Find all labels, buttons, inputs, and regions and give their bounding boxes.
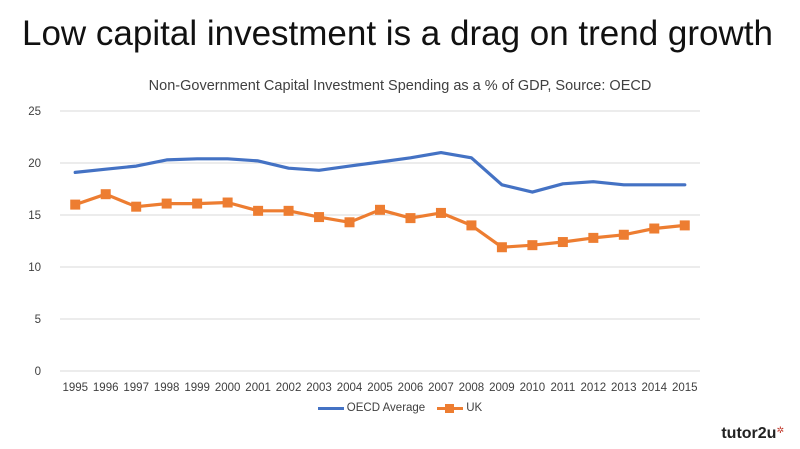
y-tick-label-5: 5 <box>35 314 41 326</box>
data-point-uk-2015 <box>679 220 690 231</box>
line-chart: 0 5 10 15 20 25 1995 1996 1997 1998 1999 2000 2001 20… <box>28 106 700 394</box>
data-point-uk-2001 <box>253 205 264 216</box>
legend-marker-uk <box>445 403 455 413</box>
x-tick-label-2013: 2013 <box>611 382 637 394</box>
x-tick-label-2003: 2003 <box>306 382 332 394</box>
legend-swatch-uk <box>437 403 464 413</box>
sparkle-icon: ✲ <box>776 425 784 435</box>
legend-item-uk: UK <box>437 402 482 414</box>
brand-logo: tutor2u✲ <box>721 425 784 443</box>
x-tick-label-2009: 2009 <box>489 382 515 394</box>
data-point-uk-2000 <box>222 197 233 208</box>
legend-swatch-oecd <box>317 406 344 410</box>
data-point-uk-2009 <box>496 242 507 253</box>
data-point-uk-2003 <box>314 212 325 223</box>
y-tick-label-20: 20 <box>28 158 41 170</box>
data-point-uk-1998 <box>161 198 172 209</box>
x-tick-label-2015: 2015 <box>672 382 698 394</box>
data-point-uk-2014 <box>649 223 660 234</box>
x-tick-label-2006: 2006 <box>398 382 424 394</box>
y-tick-label-15: 15 <box>28 210 41 222</box>
data-point-uk-2013 <box>618 229 629 240</box>
legend-label-uk: UK <box>466 402 483 414</box>
x-tick-label-2002: 2002 <box>276 382 302 394</box>
x-tick-label-2011: 2011 <box>550 382 575 394</box>
x-tick-label-1995: 1995 <box>62 382 88 394</box>
x-tick-label-2007: 2007 <box>428 382 454 394</box>
x-tick-label-2012: 2012 <box>581 382 607 394</box>
legend-item-oecd: OECD Average <box>317 402 426 414</box>
data-point-uk-1999 <box>192 198 203 209</box>
brand-name: tutor2u <box>721 425 777 442</box>
x-tick-label-2005: 2005 <box>367 382 393 394</box>
x-tick-label-2010: 2010 <box>520 382 546 394</box>
y-tick-label-0: 0 <box>35 366 41 378</box>
data-point-uk-2008 <box>466 220 477 231</box>
y-tick-label-25: 25 <box>28 106 41 118</box>
data-point-uk-1997 <box>131 201 142 212</box>
x-tick-label-2004: 2004 <box>337 382 363 394</box>
x-tick-label-2014: 2014 <box>641 382 667 394</box>
data-point-uk-2004 <box>344 217 355 228</box>
chart-legend: OECD Average UK <box>0 402 800 414</box>
x-tick-label-1999: 1999 <box>184 382 210 394</box>
slide-title: Low capital investment is a drag on tren… <box>22 14 773 53</box>
x-tick-label-1997: 1997 <box>123 382 149 394</box>
x-tick-label-1998: 1998 <box>154 382 180 394</box>
x-tick-label-2001: 2001 <box>245 382 271 394</box>
y-tick-label-10: 10 <box>28 262 41 274</box>
data-point-uk-2011 <box>557 237 568 248</box>
data-point-uk-2012 <box>588 232 599 243</box>
data-point-uk-1996 <box>100 189 111 200</box>
data-point-uk-2006 <box>405 213 416 224</box>
data-point-uk-2005 <box>375 204 385 215</box>
x-tick-label-1996: 1996 <box>93 382 119 394</box>
chart-title: Non-Government Capital Investment Spendi… <box>148 78 652 94</box>
series-line-oecd <box>73 151 687 194</box>
data-point-uk-1995 <box>70 199 81 210</box>
data-point-uk-2002 <box>283 205 294 216</box>
data-point-uk-2007 <box>435 207 446 218</box>
legend-label-oecd: OECD Average <box>346 402 426 414</box>
x-tick-label-2000: 2000 <box>215 382 241 394</box>
x-tick-label-2008: 2008 <box>459 382 485 394</box>
data-point-uk-2010 <box>527 240 538 251</box>
